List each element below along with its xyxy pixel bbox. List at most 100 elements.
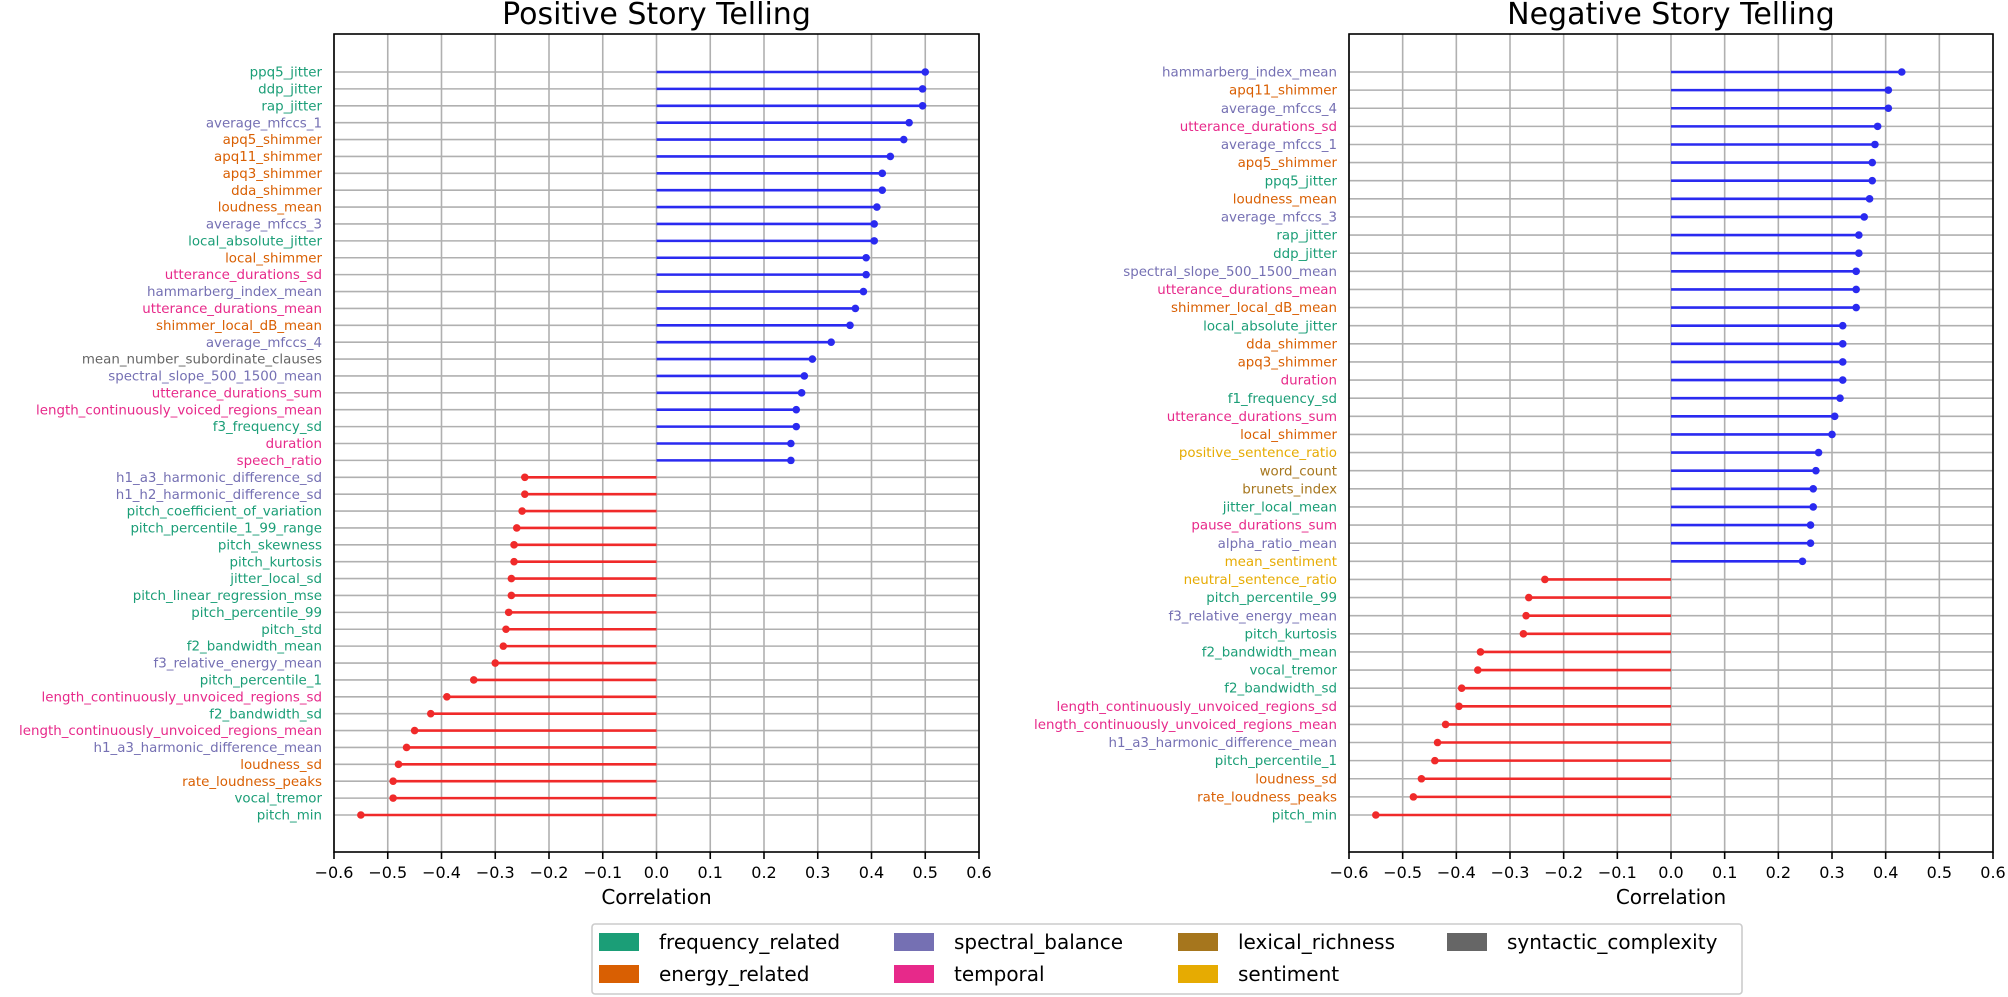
- feature-label-word-count: word_count: [1260, 464, 1337, 479]
- point-pitch-kurtosis: [510, 557, 518, 566]
- point-ppq5-jitter: [1868, 176, 1877, 185]
- feature-label-pitch-linear-regression-mse: pitch_linear_regression_mse: [133, 589, 322, 604]
- legend-swatch-frequency-related: [599, 933, 639, 951]
- feature-label-f3-relative-energy-mean: f3_relative_energy_mean: [154, 657, 322, 672]
- feature-label-jitter-local-mean: jitter_local_mean: [1222, 501, 1337, 516]
- feature-label-length-continuously-unvoiced-regions-sd: length_continuously_unvoiced_regions_sd: [1057, 700, 1337, 715]
- feature-label-dda-shimmer: dda_shimmer: [231, 184, 322, 199]
- x-tick-label: −0.4: [422, 863, 461, 882]
- point-local-shimmer: [1828, 430, 1836, 439]
- point-shimmer-local-db-mean: [1852, 303, 1860, 312]
- point-f2-bandwidth-sd: [1457, 684, 1466, 692]
- x-tick-label: −0.2: [530, 863, 569, 882]
- legend-swatch-temporal: [894, 965, 934, 983]
- x-tick-label: 0.3: [805, 863, 830, 882]
- point-mean-number-subordinate-clauses: [808, 355, 817, 363]
- point-f2-bandwidth-mean: [1476, 648, 1485, 656]
- feature-label-rap-jitter: rap_jitter: [1276, 229, 1337, 244]
- point-pitch-skewness: [510, 541, 518, 549]
- feature-label-spectral-slope-500-1500-mean: spectral_slope_500_1500_mean: [1123, 265, 1337, 280]
- legend-label-sentiment: sentiment: [1238, 962, 1339, 986]
- feature-label-local-absolute-jitter: local_absolute_jitter: [188, 234, 322, 249]
- chart-title: Negative Story Telling: [1507, 0, 1835, 32]
- point-f2-bandwidth-mean: [499, 642, 508, 650]
- feature-label-ppq5-jitter: ppq5_jitter: [1265, 174, 1338, 189]
- feature-label-pitch-skewness: pitch_skewness: [218, 538, 322, 553]
- point-utterance-durations-sd: [862, 270, 870, 279]
- point-average-mfccs-1: [905, 118, 913, 127]
- feature-label-f3-frequency-sd: f3_frequency_sd: [213, 420, 322, 435]
- feature-label-spectral-slope-500-1500-mean: spectral_slope_500_1500_mean: [108, 370, 322, 385]
- feature-label-average-mfccs-3: average_mfccs_3: [206, 218, 322, 233]
- point-pitch-linear-regression-mse: [507, 591, 516, 600]
- point-average-mfccs-3: [1860, 213, 1868, 221]
- feature-label-mean-sentiment: mean_sentiment: [1225, 555, 1337, 570]
- x-tick-label: 0.1: [1712, 863, 1737, 882]
- feature-label-rate-loudness-peaks: rate_loudness_peaks: [1197, 790, 1337, 805]
- point-duration: [787, 439, 795, 448]
- feature-label-brunets-index: brunets_index: [1242, 482, 1337, 497]
- feature-label-f2-bandwidth-sd: f2_bandwidth_sd: [209, 707, 322, 722]
- feature-label-length-continuously-unvoiced-regions-mean: length_continuously_unvoiced_regions_mea…: [1034, 718, 1337, 733]
- point-mean-sentiment: [1798, 557, 1807, 566]
- point-neutral-sentence-ratio: [1541, 575, 1549, 584]
- feature-label-average-mfccs-1: average_mfccs_1: [206, 116, 322, 131]
- feature-label-pitch-percentile-99: pitch_percentile_99: [191, 606, 322, 621]
- x-tick-label: −0.2: [1544, 863, 1583, 882]
- x-tick-label: 0.2: [1766, 863, 1791, 882]
- feature-label-mean-number-subordinate-clauses: mean_number_subordinate_clauses: [82, 353, 322, 368]
- x-tick-label: −0.4: [1437, 863, 1476, 882]
- feature-label-h1-a3-harmonic-difference-mean: h1_a3_harmonic_difference_mean: [94, 741, 322, 756]
- point-ddp-jitter: [918, 85, 927, 93]
- point-duration: [1838, 376, 1847, 384]
- point-spectral-slope-500-1500-mean: [800, 372, 809, 380]
- point-pitch-percentile-1-99-range: [512, 524, 521, 532]
- point-apq5-shimmer: [899, 135, 908, 144]
- point-rap-jitter: [918, 101, 927, 110]
- point-shimmer-local-db-mean: [846, 321, 854, 330]
- feature-label-utterance-durations-mean: utterance_durations_mean: [142, 302, 322, 317]
- feature-label-length-continuously-unvoiced-regions-mean: length_continuously_unvoiced_regions_mea…: [19, 724, 322, 739]
- point-spectral-slope-500-1500-mean: [1852, 267, 1860, 276]
- feature-label-f2-bandwidth-mean: f2_bandwidth_mean: [1202, 646, 1337, 661]
- point-average-mfccs-4: [827, 338, 835, 346]
- feature-label-h1-a3-harmonic-difference-sd: h1_a3_harmonic_difference_sd: [116, 471, 322, 486]
- feature-label-alpha-ratio-mean: alpha_ratio_mean: [1218, 537, 1337, 552]
- point-pitch-std: [502, 625, 510, 634]
- point-f3-frequency-sd: [792, 422, 801, 431]
- feature-label-h1-h2-harmonic-difference-sd: h1_h2_harmonic_difference_sd: [116, 488, 322, 503]
- feature-label-hammarberg-index-mean: hammarberg_index_mean: [147, 285, 322, 300]
- feature-label-average-mfccs-4: average_mfccs_4: [1221, 102, 1337, 117]
- feature-label-shimmer-local-db-mean: shimmer_local_dB_mean: [156, 319, 322, 334]
- point-utterance-durations-mean: [851, 304, 860, 313]
- point-loudness-mean: [873, 203, 881, 211]
- legend-label-spectral-balance: spectral_balance: [954, 930, 1123, 954]
- point-f3-relative-energy-mean: [1522, 611, 1530, 620]
- feature-label-loudness-sd: loudness_sd: [1255, 772, 1337, 787]
- point-pause-durations-sum: [1806, 521, 1815, 529]
- x-axis-label: Correlation: [601, 885, 711, 909]
- legend-label-energy-related: energy_related: [659, 962, 809, 986]
- point-length-continuously-unvoiced-regions-sd: [1455, 702, 1463, 711]
- point-pitch-percentile-1: [469, 676, 478, 684]
- chart-title: Positive Story Telling: [502, 0, 811, 32]
- point-h1-a3-harmonic-difference-mean: [1433, 738, 1442, 747]
- feature-label-local-shimmer: local_shimmer: [1240, 428, 1337, 443]
- point-length-continuously-unvoiced-regions-mean: [410, 726, 419, 735]
- x-tick-label: 0.4: [859, 863, 884, 882]
- feature-label-rate-loudness-peaks: rate_loudness_peaks: [182, 775, 322, 790]
- point-utterance-durations-sum: [797, 389, 806, 397]
- feature-label-shimmer-local-db-mean: shimmer_local_dB_mean: [1171, 301, 1337, 316]
- category-legend: frequency_related energy_related spectral_…: [591, 923, 1743, 995]
- feature-label-pitch-kurtosis: pitch_kurtosis: [230, 555, 322, 570]
- legend-label-frequency-related: frequency_related: [659, 930, 840, 954]
- feature-label-pitch-min: pitch_min: [1272, 809, 1337, 824]
- point-average-mfccs-4: [1884, 104, 1893, 113]
- point-pitch-coefficient-of-variation: [518, 507, 526, 515]
- legend-swatch-spectral-balance: [894, 933, 934, 951]
- x-tick-label: 0.0: [1658, 863, 1683, 882]
- feature-label-pitch-percentile-99: pitch_percentile_99: [1206, 591, 1337, 606]
- point-speech-ratio: [787, 456, 795, 465]
- feature-label-length-continuously-voiced-regions-mean: length_continuously_voiced_regions_mean: [36, 403, 322, 418]
- point-pitch-kurtosis: [1519, 629, 1528, 638]
